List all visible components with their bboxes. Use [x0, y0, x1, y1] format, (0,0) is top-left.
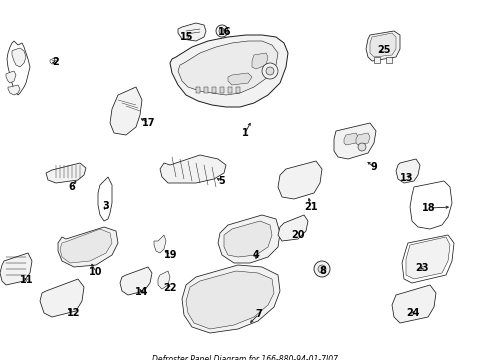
Text: 16: 16 — [218, 27, 231, 37]
Text: 1: 1 — [241, 128, 248, 138]
Text: 10: 10 — [89, 267, 102, 277]
Polygon shape — [278, 161, 321, 199]
Polygon shape — [373, 57, 379, 63]
Text: 20: 20 — [291, 230, 304, 240]
Polygon shape — [185, 271, 273, 329]
Text: 8: 8 — [319, 266, 326, 276]
Polygon shape — [196, 87, 200, 93]
Text: 19: 19 — [164, 250, 177, 260]
Polygon shape — [50, 58, 58, 64]
Polygon shape — [154, 235, 165, 253]
Text: 11: 11 — [20, 275, 34, 285]
Polygon shape — [7, 41, 30, 95]
Circle shape — [262, 63, 278, 79]
Circle shape — [265, 67, 273, 75]
Polygon shape — [333, 123, 375, 159]
Polygon shape — [409, 181, 451, 229]
Polygon shape — [170, 35, 287, 107]
Text: 23: 23 — [414, 263, 428, 273]
Polygon shape — [405, 237, 449, 279]
Polygon shape — [178, 23, 205, 41]
Text: 6: 6 — [68, 182, 75, 192]
Text: 5: 5 — [218, 176, 225, 186]
Polygon shape — [12, 48, 26, 67]
Text: 25: 25 — [376, 45, 390, 55]
Text: 7: 7 — [255, 309, 262, 319]
Text: 17: 17 — [142, 118, 156, 128]
Polygon shape — [220, 87, 224, 93]
Polygon shape — [355, 133, 369, 145]
Polygon shape — [343, 133, 357, 145]
Polygon shape — [227, 73, 251, 85]
Circle shape — [317, 265, 325, 273]
Polygon shape — [46, 163, 86, 183]
Polygon shape — [391, 285, 435, 323]
Text: 4: 4 — [252, 250, 259, 260]
Polygon shape — [212, 87, 216, 93]
Polygon shape — [278, 215, 307, 241]
Polygon shape — [0, 253, 32, 285]
Polygon shape — [369, 33, 395, 57]
Text: 22: 22 — [163, 283, 176, 293]
Polygon shape — [58, 227, 118, 267]
Polygon shape — [203, 87, 207, 93]
Polygon shape — [401, 235, 453, 283]
Polygon shape — [218, 215, 280, 263]
Polygon shape — [160, 155, 225, 183]
Text: Defroster Panel Diagram for 166-880-94-01-7J07: Defroster Panel Diagram for 166-880-94-0… — [151, 355, 337, 360]
Polygon shape — [224, 221, 271, 257]
Polygon shape — [158, 271, 170, 289]
Circle shape — [313, 261, 329, 277]
Polygon shape — [110, 87, 142, 135]
Polygon shape — [365, 31, 399, 61]
Polygon shape — [6, 71, 16, 83]
Text: 12: 12 — [67, 308, 81, 318]
Circle shape — [219, 28, 224, 34]
Polygon shape — [251, 53, 267, 69]
Polygon shape — [40, 279, 84, 317]
Polygon shape — [178, 41, 278, 95]
Text: 18: 18 — [421, 203, 435, 213]
Text: 13: 13 — [400, 173, 413, 183]
Text: 24: 24 — [406, 308, 419, 318]
Polygon shape — [98, 177, 112, 221]
Text: 21: 21 — [304, 202, 317, 212]
Text: 2: 2 — [53, 57, 59, 67]
Polygon shape — [385, 57, 391, 63]
Polygon shape — [60, 229, 112, 263]
Text: 14: 14 — [135, 287, 148, 297]
Circle shape — [216, 25, 227, 37]
Polygon shape — [8, 85, 20, 95]
Polygon shape — [395, 159, 419, 183]
Text: 3: 3 — [102, 201, 109, 211]
Circle shape — [357, 143, 365, 151]
Polygon shape — [120, 267, 152, 295]
Polygon shape — [236, 87, 240, 93]
Polygon shape — [182, 265, 280, 333]
Polygon shape — [227, 87, 231, 93]
Text: 15: 15 — [180, 32, 193, 42]
Text: 9: 9 — [370, 162, 377, 172]
